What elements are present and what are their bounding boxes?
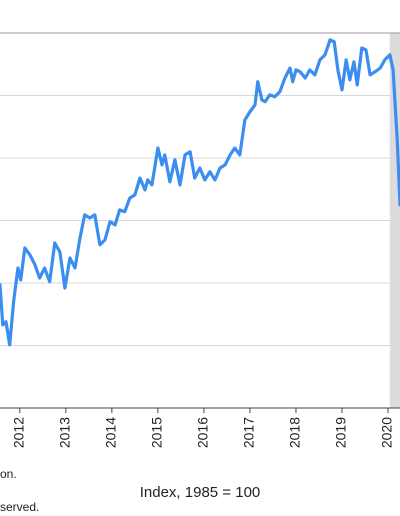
x-tick-label: 2016 — [195, 417, 211, 448]
note: on. — [0, 467, 17, 481]
x-tick-label: 2012 — [10, 417, 26, 448]
x-tick-label: 2018 — [287, 417, 303, 448]
x-tick-label: 2017 — [241, 417, 257, 448]
x-tick-label: 2020 — [379, 417, 395, 448]
x-tick-label: 2015 — [149, 417, 165, 448]
data-line — [0, 38, 400, 347]
x-tick-label: 2019 — [333, 417, 349, 448]
plot-area: 2012 2013 2014 2015 2016 2017 2018 2019 2020 — [0, 32, 400, 448]
x-tick-label: 2013 — [57, 417, 73, 448]
x-tick-label: 2014 — [103, 417, 119, 448]
note: served. — [0, 500, 39, 514]
x-axis-label: Index, 1985 = 100 — [140, 484, 261, 501]
